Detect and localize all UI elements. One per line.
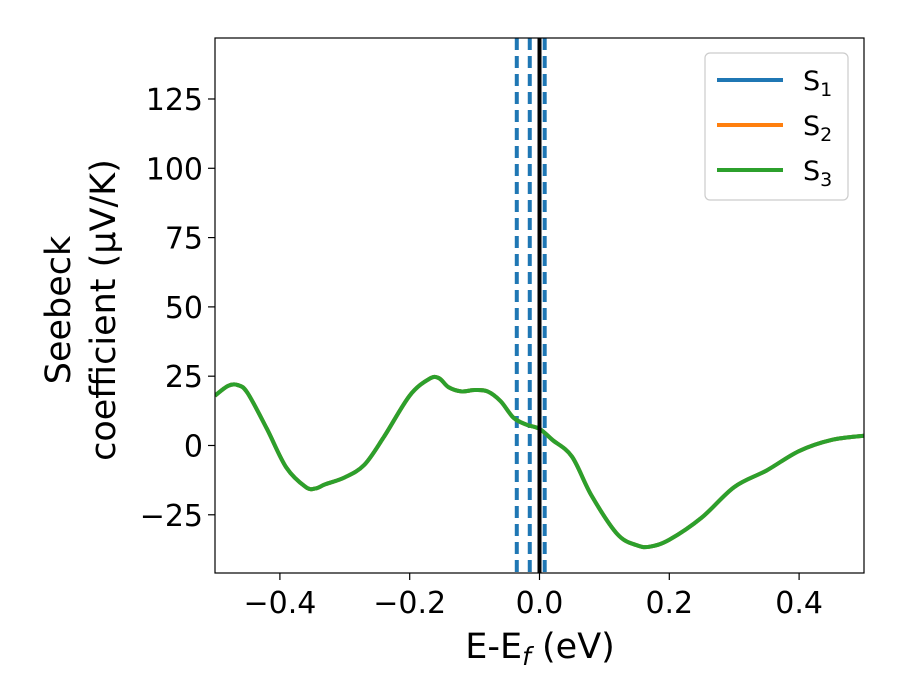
x-axis-label: E-Ef (eV) — [465, 627, 615, 671]
plot-area — [215, 38, 864, 573]
y-tick-label: −25 — [140, 499, 203, 534]
y-axis-label-line1: Seebeck — [39, 235, 79, 384]
y-tick-label: 75 — [165, 222, 203, 257]
y-tick-label: 50 — [165, 291, 203, 326]
legend-label-s1: S1 — [803, 66, 832, 101]
x-tick-label: −0.4 — [243, 586, 316, 621]
legend-label-s2: S2 — [803, 111, 832, 146]
x-axis: −0.4 −0.2 0.0 0.2 0.4 — [243, 573, 823, 621]
y-tick-label: 100 — [146, 152, 203, 187]
legend-label-s3: S3 — [803, 156, 832, 191]
x-tick-label: −0.2 — [373, 586, 446, 621]
x-tick-label: 0.2 — [645, 586, 693, 621]
legend: S1 S2 S3 — [704, 52, 849, 201]
y-tick-label: 0 — [184, 429, 203, 464]
y-axis: −25 0 25 50 75 100 125 — [140, 83, 215, 534]
x-tick-label: 0.4 — [775, 586, 823, 621]
y-tick-label: 25 — [165, 360, 203, 395]
series-line-s3 — [215, 374, 864, 550]
y-tick-label: 125 — [146, 83, 203, 118]
x-tick-label: 0.0 — [516, 586, 564, 621]
y-axis-label-line2: coefficient (μV/K) — [84, 159, 124, 461]
